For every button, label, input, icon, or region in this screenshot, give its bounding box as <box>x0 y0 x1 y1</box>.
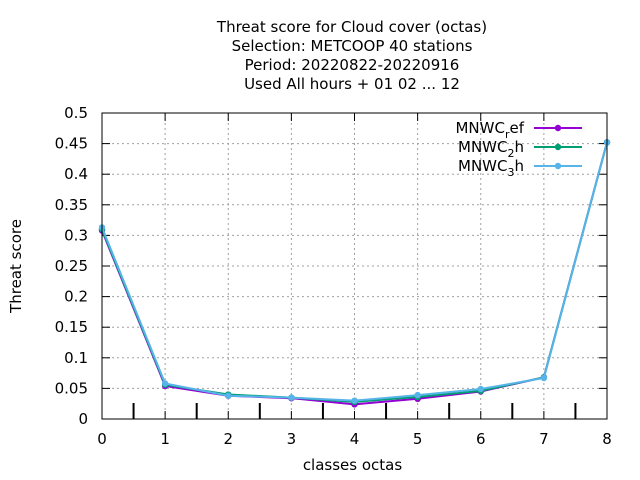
data-point <box>161 380 169 387</box>
y-tick-label: 0.2 <box>64 288 88 306</box>
legend-label-2: MNWC2h <box>458 138 524 160</box>
y-axis-label: Threat score <box>7 219 25 314</box>
legend-marker-2 <box>554 143 562 151</box>
grid <box>102 113 607 419</box>
x-tick-label: 1 <box>160 430 170 448</box>
data-point <box>477 385 484 393</box>
y-tick-label: 0.05 <box>55 379 88 397</box>
x-axis-label: classes octas <box>303 456 403 474</box>
x-tick-label: 8 <box>602 430 612 448</box>
y-tick-label: 0.35 <box>55 196 88 214</box>
y-tick-label: 0.45 <box>55 135 88 153</box>
y-tick-label: 0.25 <box>55 257 88 275</box>
y-tick-label: 0.15 <box>55 318 88 336</box>
legend-marker-3 <box>554 162 562 170</box>
y-tick-label: 0.4 <box>64 165 88 183</box>
x-tick-label: 7 <box>539 430 549 448</box>
x-tick-label: 2 <box>223 430 233 448</box>
data-point <box>540 374 548 382</box>
x-tick-label: 5 <box>413 430 423 448</box>
series-line-3 <box>101 142 608 402</box>
x-tick-label: 6 <box>476 430 486 448</box>
legend-label-1: MNWCref <box>455 119 524 141</box>
series-layer <box>98 139 611 408</box>
legend-label-3: MNWC3h <box>458 157 524 179</box>
legend-marker-1 <box>554 124 562 132</box>
data-point <box>351 397 358 404</box>
tick-labels: 0 0.05 0.1 0.15 0.2 0.25 0.3 0.35 0.4 0.45 0.5 0 1 2 3… <box>55 104 612 448</box>
y-tick-label: 0.5 <box>64 104 88 122</box>
series-line-2 <box>101 142 608 403</box>
plot-frame <box>101 112 608 420</box>
x-tick-label: 0 <box>97 430 107 448</box>
title-line-3: Period: 20220822-20220916 <box>245 56 460 74</box>
x-tick-label: 4 <box>350 430 360 448</box>
x-tick-label: 3 <box>287 430 297 448</box>
y-tick-label: 0.1 <box>64 349 88 367</box>
title-line-2: Selection: METCOOP 40 stations <box>232 37 473 55</box>
chart-title: Threat score for Cloud cover (octas) Sel… <box>216 18 487 93</box>
title-line-1: Threat score for Cloud cover (octas) <box>216 18 487 36</box>
data-point <box>225 392 232 399</box>
data-point <box>414 391 421 399</box>
title-line-4: Used All hours + 01 02 ... 12 <box>244 75 460 93</box>
data-point <box>288 394 295 401</box>
y-tick-label: 0.3 <box>64 226 88 244</box>
y-tick-label: 0 <box>78 410 88 428</box>
